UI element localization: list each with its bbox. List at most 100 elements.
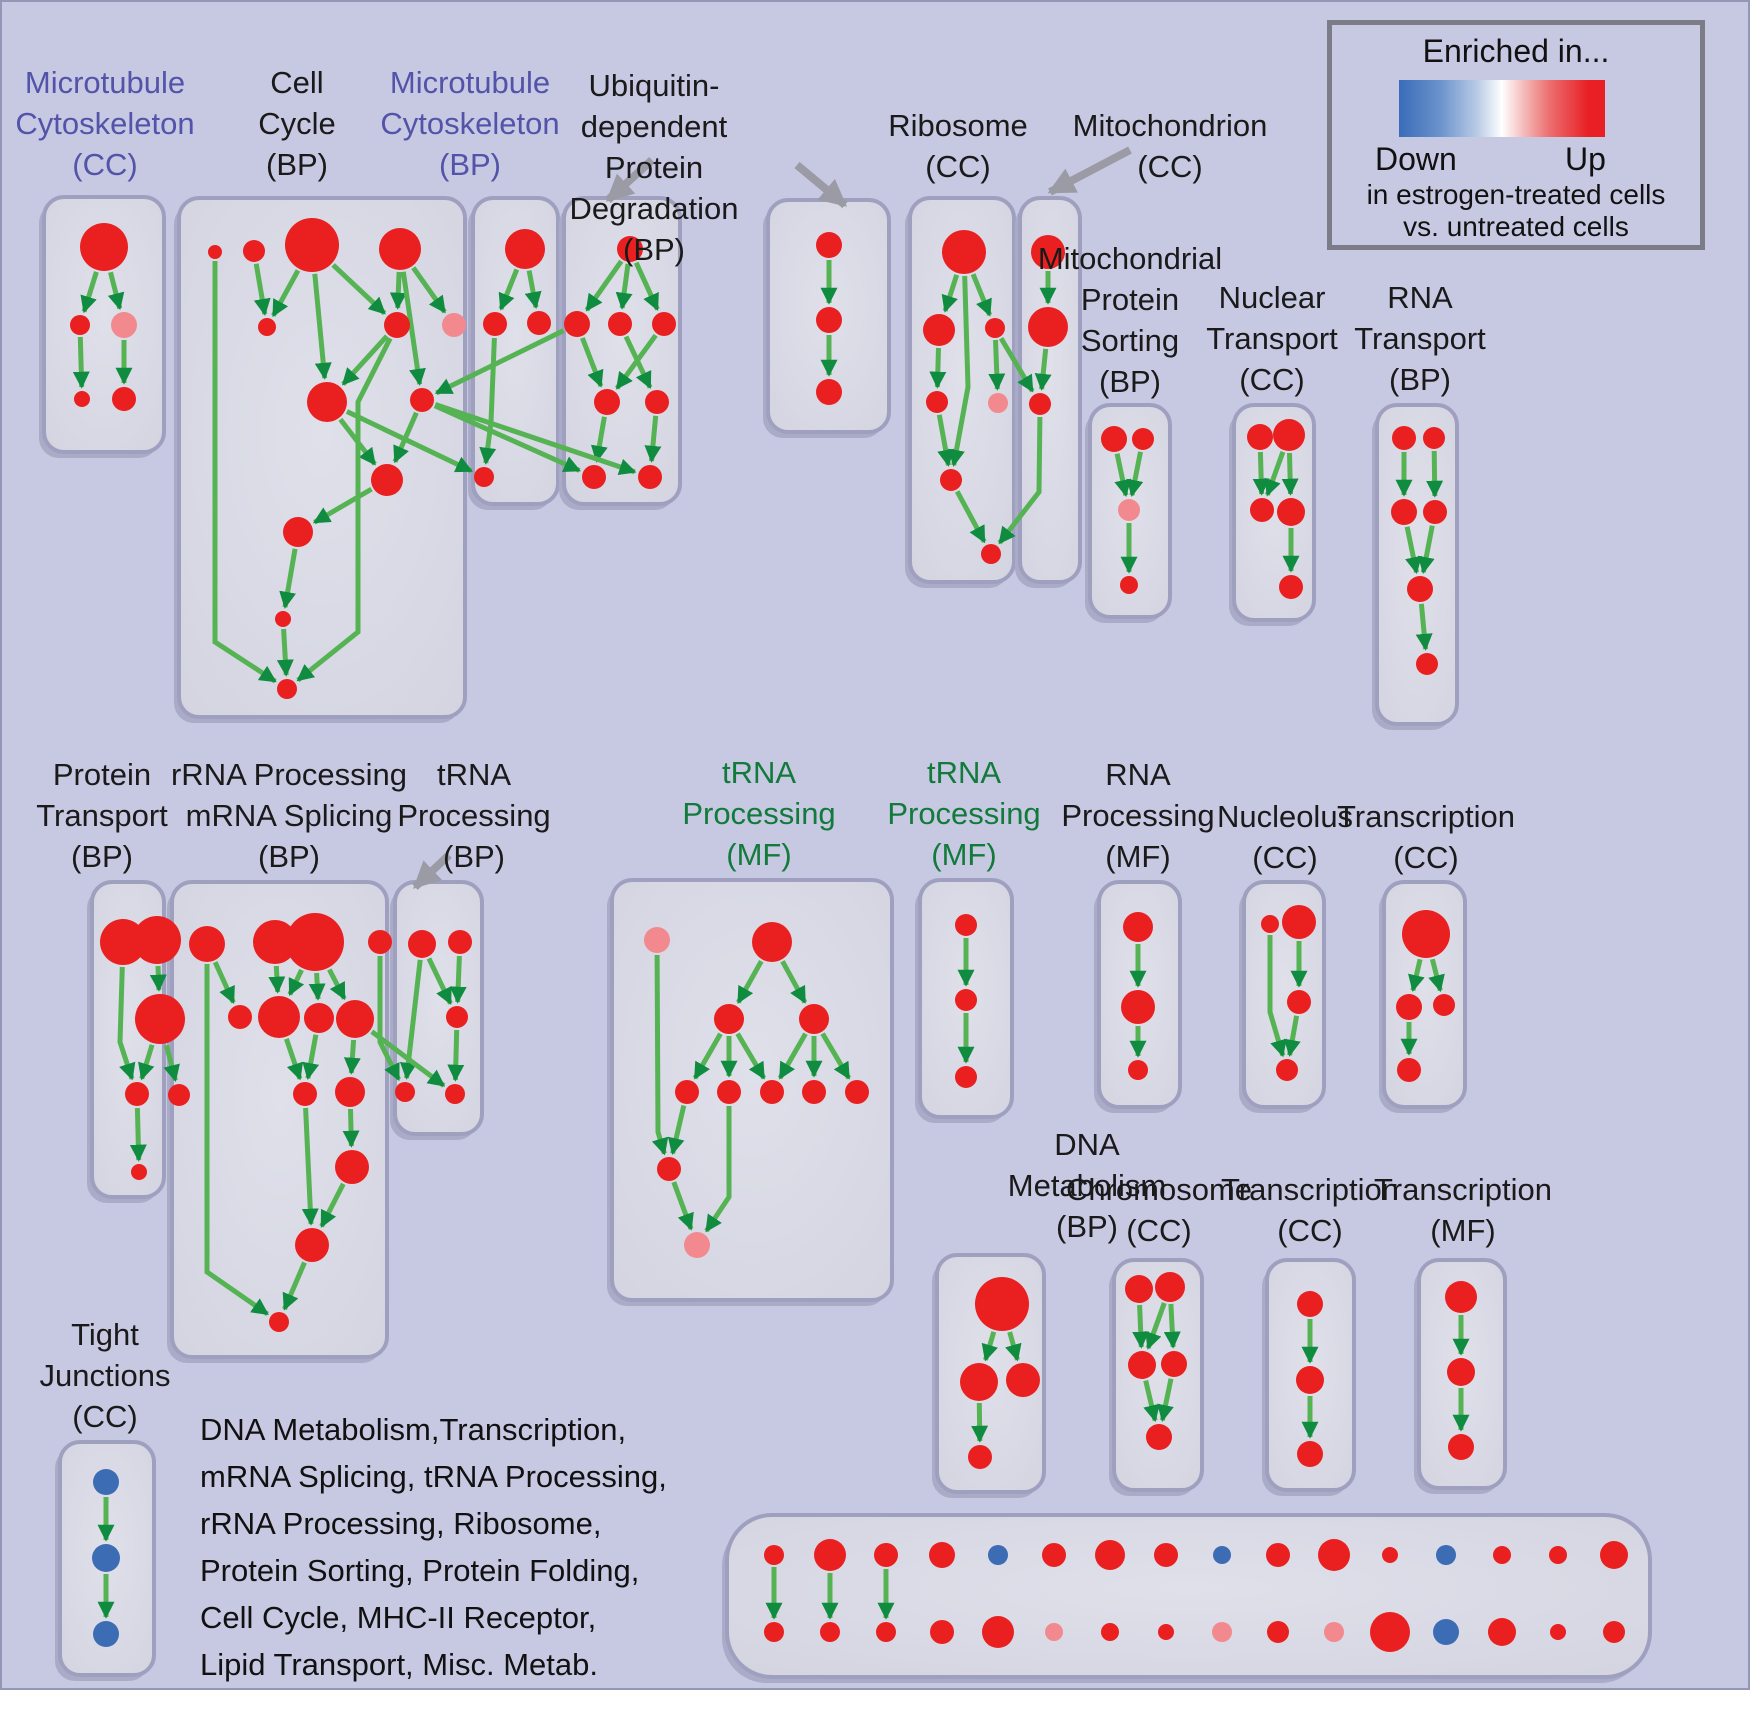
cluster-label-line: Microtubule [24, 65, 186, 100]
go-term-node-misc-cluster-13 [1101, 1623, 1119, 1641]
edge-arrow-trna-processing-mf-1 [777, 1032, 808, 1080]
go-term-node-protein-transport-3 [125, 1082, 149, 1106]
edge-arrow-rna-transport [1415, 603, 1433, 651]
cluster-label-trna-processing-mf-2: tRNA Processing (MF) [887, 752, 1040, 875]
go-term-node-rna-transport-3 [1423, 500, 1447, 524]
cluster-label-nuclear-transport: Nuclear Transport (CC) [1206, 277, 1338, 400]
cluster-label-line: (MF) [1430, 1213, 1496, 1248]
edge-arrow-cell-cycle [253, 263, 271, 316]
go-term-node-chromosome-0 [1125, 1275, 1153, 1303]
cluster-label-line: Metabolism [1007, 1168, 1167, 1203]
legend-gradient-bar [1399, 80, 1605, 137]
go-term-node-chromosome-2 [1128, 1351, 1156, 1379]
go-term-node-ribosome-4 [988, 393, 1008, 413]
legend-subtitle-1: in estrogen-treated cells [1366, 179, 1666, 210]
go-term-node-mitochondrion-0 [1031, 235, 1065, 269]
edge-arrow-rrna-mrna-splicing [204, 964, 269, 1317]
go-term-node-misc-cluster-15 [1158, 1624, 1174, 1640]
go-term-node-misc-cluster-4 [874, 1543, 898, 1567]
cluster-label-line: Protein [1080, 282, 1180, 317]
edge-arrow-cell-cycle [212, 261, 277, 684]
go-term-node-misc-cluster-28 [1549, 1546, 1567, 1564]
go-term-node-rna-transport-5 [1416, 653, 1438, 675]
go-term-node-trna-processing-bp-4 [445, 1084, 465, 1104]
go-term-node-protein-transport-0 [100, 919, 146, 965]
go-term-node-misc-cluster-23 [1370, 1612, 1410, 1652]
go-term-node-protein-transport-4 [131, 1164, 147, 1180]
go-term-node-cell-cycle-9 [371, 464, 403, 496]
cluster-label-line: (CC) [1239, 362, 1305, 397]
go-term-node-trna-processing-mf-1-6 [760, 1080, 784, 1104]
edge-arrow-rrna-mrna-splicing [301, 1107, 319, 1226]
cluster-label-line: Cytoskeleton [15, 106, 195, 141]
go-term-node-ribosome-3 [926, 391, 948, 413]
edge-arrow-rrna-mrna-splicing [302, 1034, 320, 1080]
go-term-node-misc-cluster-18 [1266, 1543, 1290, 1567]
go-term-node-cell-cycle-11 [275, 611, 291, 627]
cluster-label-line: Processing [887, 796, 1041, 831]
cluster-box-microtubule-bp [471, 196, 560, 506]
edge-arrow-dna-metabolism [981, 1331, 998, 1362]
cluster-label-line: (CC) [72, 1399, 138, 1434]
go-term-node-cell-cycle-5 [258, 318, 276, 336]
cluster-label-line: (BP) [1056, 1209, 1118, 1244]
go-term-node-ubiquitin-complex-6 [582, 465, 606, 489]
go-term-node-dna-metabolism-0 [975, 1277, 1029, 1331]
go-term-node-misc-cluster-9 [982, 1616, 1014, 1648]
go-term-node-dna-metabolism-3 [968, 1445, 992, 1469]
edge-arrow-ubiquitin-complex [615, 263, 633, 310]
cluster-label-line: Processing [1061, 798, 1215, 833]
cluster-label-line: Transport [1354, 321, 1486, 356]
note-line: mRNA Splicing, tRNA Processing, [200, 1459, 667, 1494]
go-term-node-trna-processing-bp-1 [448, 930, 472, 954]
label-pointer-arrow-2 [1047, 146, 1132, 196]
cross-edge-arrow-5 [997, 416, 1043, 545]
go-term-node-transcription-cc-2-0 [1297, 1291, 1323, 1317]
cluster-label-line: Processing [682, 796, 836, 831]
go-term-node-rna-transport-1 [1423, 427, 1445, 449]
cluster-label-line: (CC) [1126, 1213, 1192, 1248]
go-term-node-nucleolus-2 [1287, 990, 1311, 1014]
go-term-node-cell-cycle-6 [384, 312, 410, 338]
cluster-label-line: (CC) [72, 147, 138, 182]
go-term-node-trna-processing-mf-1-5 [717, 1080, 741, 1104]
go-term-node-microtubule-cc-3 [74, 391, 90, 407]
cluster-label-tight-junctions: Tight Junctions (CC) [40, 1314, 171, 1437]
go-term-node-chromosome-4 [1146, 1424, 1172, 1450]
edge-arrow-transcription-cc-1 [1428, 958, 1445, 993]
edge-arrow-ribosome [970, 273, 993, 317]
cluster-label-line: (BP) [1388, 362, 1451, 397]
edge-arrow-cell-cycle [276, 628, 294, 677]
go-term-node-cell-cycle-3 [379, 228, 421, 270]
cluster-label-line: Ribosome [888, 108, 1028, 143]
cluster-box-nucleolus [1242, 880, 1326, 1109]
cluster-label-line: (BP) [442, 839, 505, 874]
go-term-node-ubiquitin-complex-1 [564, 311, 590, 337]
go-term-node-microtubule-cc-2 [111, 312, 137, 338]
cluster-label-line: Cytoskeleton [380, 106, 560, 141]
edge-arrow-rrna-mrna-splicing [343, 1039, 361, 1075]
go-term-node-cell-cycle-7 [307, 382, 347, 422]
go-term-node-mito-protein-sorting-2 [1118, 499, 1140, 521]
go-term-node-misc-cluster-17 [1212, 1622, 1232, 1642]
edge-arrow-trna-processing-mf-1 [780, 960, 808, 1004]
cluster-box-misc-cluster [725, 1513, 1652, 1679]
cluster-label-protein-transport: Protein Transport (BP) [36, 754, 168, 877]
go-term-node-ribosome-1 [923, 314, 955, 346]
edge-arrow-rrna-mrna-splicing [287, 968, 305, 997]
cluster-box-trna-processing-mf-1 [610, 878, 894, 1302]
go-term-node-protein-transport-2 [135, 994, 185, 1044]
go-term-node-protein-transport-1 [133, 916, 181, 964]
go-term-node-ribosome-5 [940, 469, 962, 491]
cross-edge-arrow-3 [345, 409, 473, 474]
cluster-box-ribosome [908, 196, 1016, 584]
go-term-node-transcription-cc-2-1 [1296, 1366, 1324, 1394]
go-term-node-rrna-mrna-splicing-8 [168, 1084, 190, 1106]
edge-arrow-protein-transport [117, 966, 136, 1081]
edge-arrow-mitochondrion [1034, 348, 1052, 391]
go-term-node-transcription-mf-1 [1447, 1358, 1475, 1386]
go-term-node-transcription-mf-0 [1445, 1281, 1477, 1313]
go-term-node-rrna-mrna-splicing-2 [286, 913, 344, 971]
